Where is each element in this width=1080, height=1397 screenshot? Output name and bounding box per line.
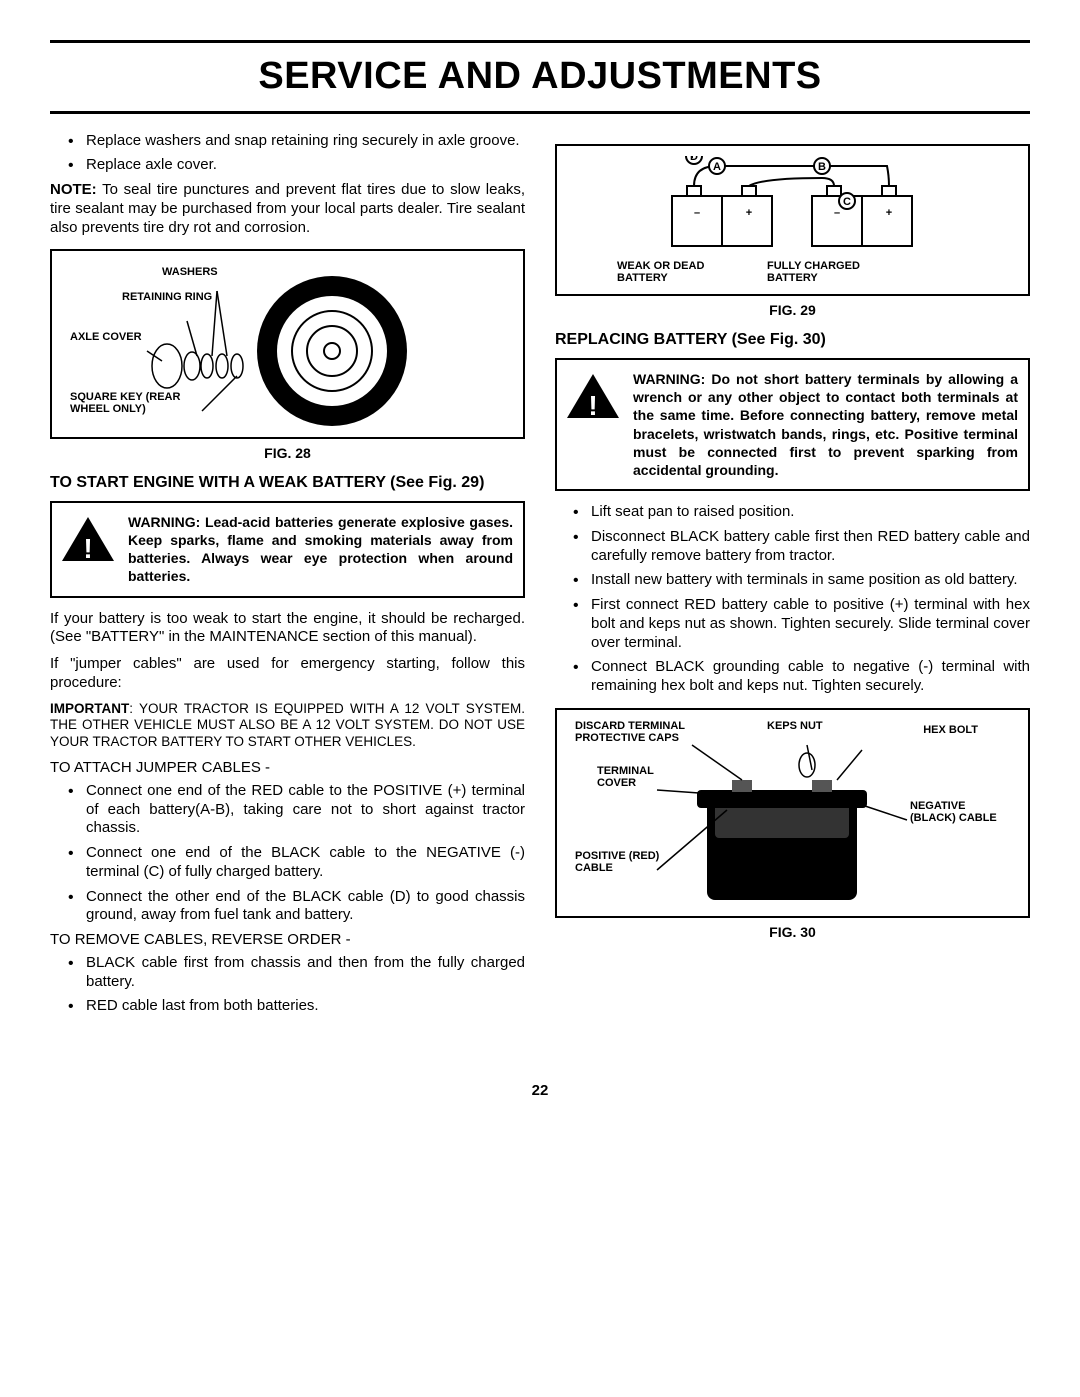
note-paragraph: NOTE: To seal tire punctures and prevent…	[50, 181, 525, 237]
figure-28: WASHERS RETAINING RING AXLE COVER SQUARE…	[50, 249, 525, 439]
para-jumper: If "jumper cables" are used for emergenc…	[50, 655, 525, 693]
svg-text:–: –	[694, 207, 700, 219]
figure-29: A B C D – + – + WEAK OR DEAD BATTERY FULLY…	[555, 144, 1030, 297]
wheel-diagram-svg	[52, 261, 523, 431]
list-item: Install new battery with terminals in sa…	[573, 571, 1030, 590]
important-label: IMPORTANT	[50, 701, 129, 716]
attach-heading: TO ATTACH JUMPER CABLES -	[50, 759, 525, 778]
important-paragraph: IMPORTANT: YOUR TRACTOR IS EQUIPPED WITH…	[50, 701, 525, 752]
list-item: BLACK cable first from chassis and then …	[68, 954, 525, 992]
jumper-diagram-svg: A B C D – + – +	[567, 156, 1018, 256]
right-column: A B C D – + – + WEAK OR DEAD BATTERY FULLY…	[555, 132, 1030, 1023]
svg-text:+: +	[746, 207, 752, 219]
fig28-caption: FIG. 28	[50, 445, 525, 463]
svg-text:–: –	[834, 207, 840, 219]
node-c: C	[843, 196, 851, 208]
warning-label: WARNING:	[633, 371, 705, 387]
node-d: D	[690, 156, 698, 163]
svg-text:+: +	[886, 207, 892, 219]
page-number: 22	[50, 1082, 1030, 1101]
list-item: RED cable last from both batteries.	[68, 997, 525, 1016]
content-columns: Replace washers and snap retaining ring …	[50, 132, 1030, 1023]
replacing-battery-heading: REPLACING BATTERY (See Fig. 30)	[555, 330, 1030, 350]
top-bullet-list: Replace washers and snap retaining ring …	[68, 132, 525, 176]
fig30-caption: FIG. 30	[555, 924, 1030, 942]
node-b: B	[818, 161, 826, 173]
warning-box-2: WARNING: Do not short battery terminals …	[555, 358, 1030, 491]
warning-box-1: WARNING: Lead-acid batteries generate ex…	[50, 501, 525, 598]
list-item: Connect BLACK grounding cable to negativ…	[573, 658, 1030, 696]
remove-bullet-list: BLACK cable first from chassis and then …	[68, 954, 525, 1016]
warning-icon	[62, 517, 114, 561]
fig29-caption: FIG. 29	[555, 302, 1030, 320]
list-item: Disconnect BLACK battery cable first the…	[573, 528, 1030, 566]
full-battery-label: FULLY CHARGED BATTERY	[767, 260, 877, 284]
weak-battery-label: WEAK OR DEAD BATTERY	[617, 260, 727, 284]
list-item: Replace washers and snap retaining ring …	[68, 132, 525, 151]
title-bar: SERVICE AND ADJUSTMENTS	[50, 40, 1030, 114]
warning-icon	[567, 374, 619, 418]
warning-1-text: WARNING: Lead-acid batteries generate ex…	[128, 513, 513, 586]
page-title: SERVICE AND ADJUSTMENTS	[50, 49, 1030, 105]
node-a: A	[713, 161, 721, 173]
list-item: Replace axle cover.	[68, 156, 525, 175]
note-text: To seal tire punctures and prevent flat …	[50, 181, 525, 236]
remove-heading: TO REMOVE CABLES, REVERSE ORDER -	[50, 931, 525, 950]
list-item: Connect one end of the BLACK cable to th…	[68, 844, 525, 882]
note-label: NOTE:	[50, 181, 97, 198]
warning-2-text: WARNING: Do not short battery terminals …	[633, 370, 1018, 479]
attach-bullet-list: Connect one end of the RED cable to the …	[68, 782, 525, 925]
left-column: Replace washers and snap retaining ring …	[50, 132, 525, 1023]
weak-battery-heading: TO START ENGINE WITH A WEAK BATTERY (See…	[50, 473, 525, 493]
list-item: Connect the other end of the BLACK cable…	[68, 888, 525, 926]
list-item: First connect RED battery cable to posit…	[573, 596, 1030, 652]
figure-30: DISCARD TERMINAL PROTECTIVE CAPS KEPS NU…	[555, 708, 1030, 918]
replace-bullet-list: Lift seat pan to raised position. Discon…	[573, 503, 1030, 696]
para-recharge: If your battery is too weak to start the…	[50, 610, 525, 648]
battery-diagram-svg	[557, 720, 1028, 910]
list-item: Lift seat pan to raised position.	[573, 503, 1030, 522]
list-item: Connect one end of the RED cable to the …	[68, 782, 525, 838]
warning-label: WARNING	[128, 514, 196, 530]
